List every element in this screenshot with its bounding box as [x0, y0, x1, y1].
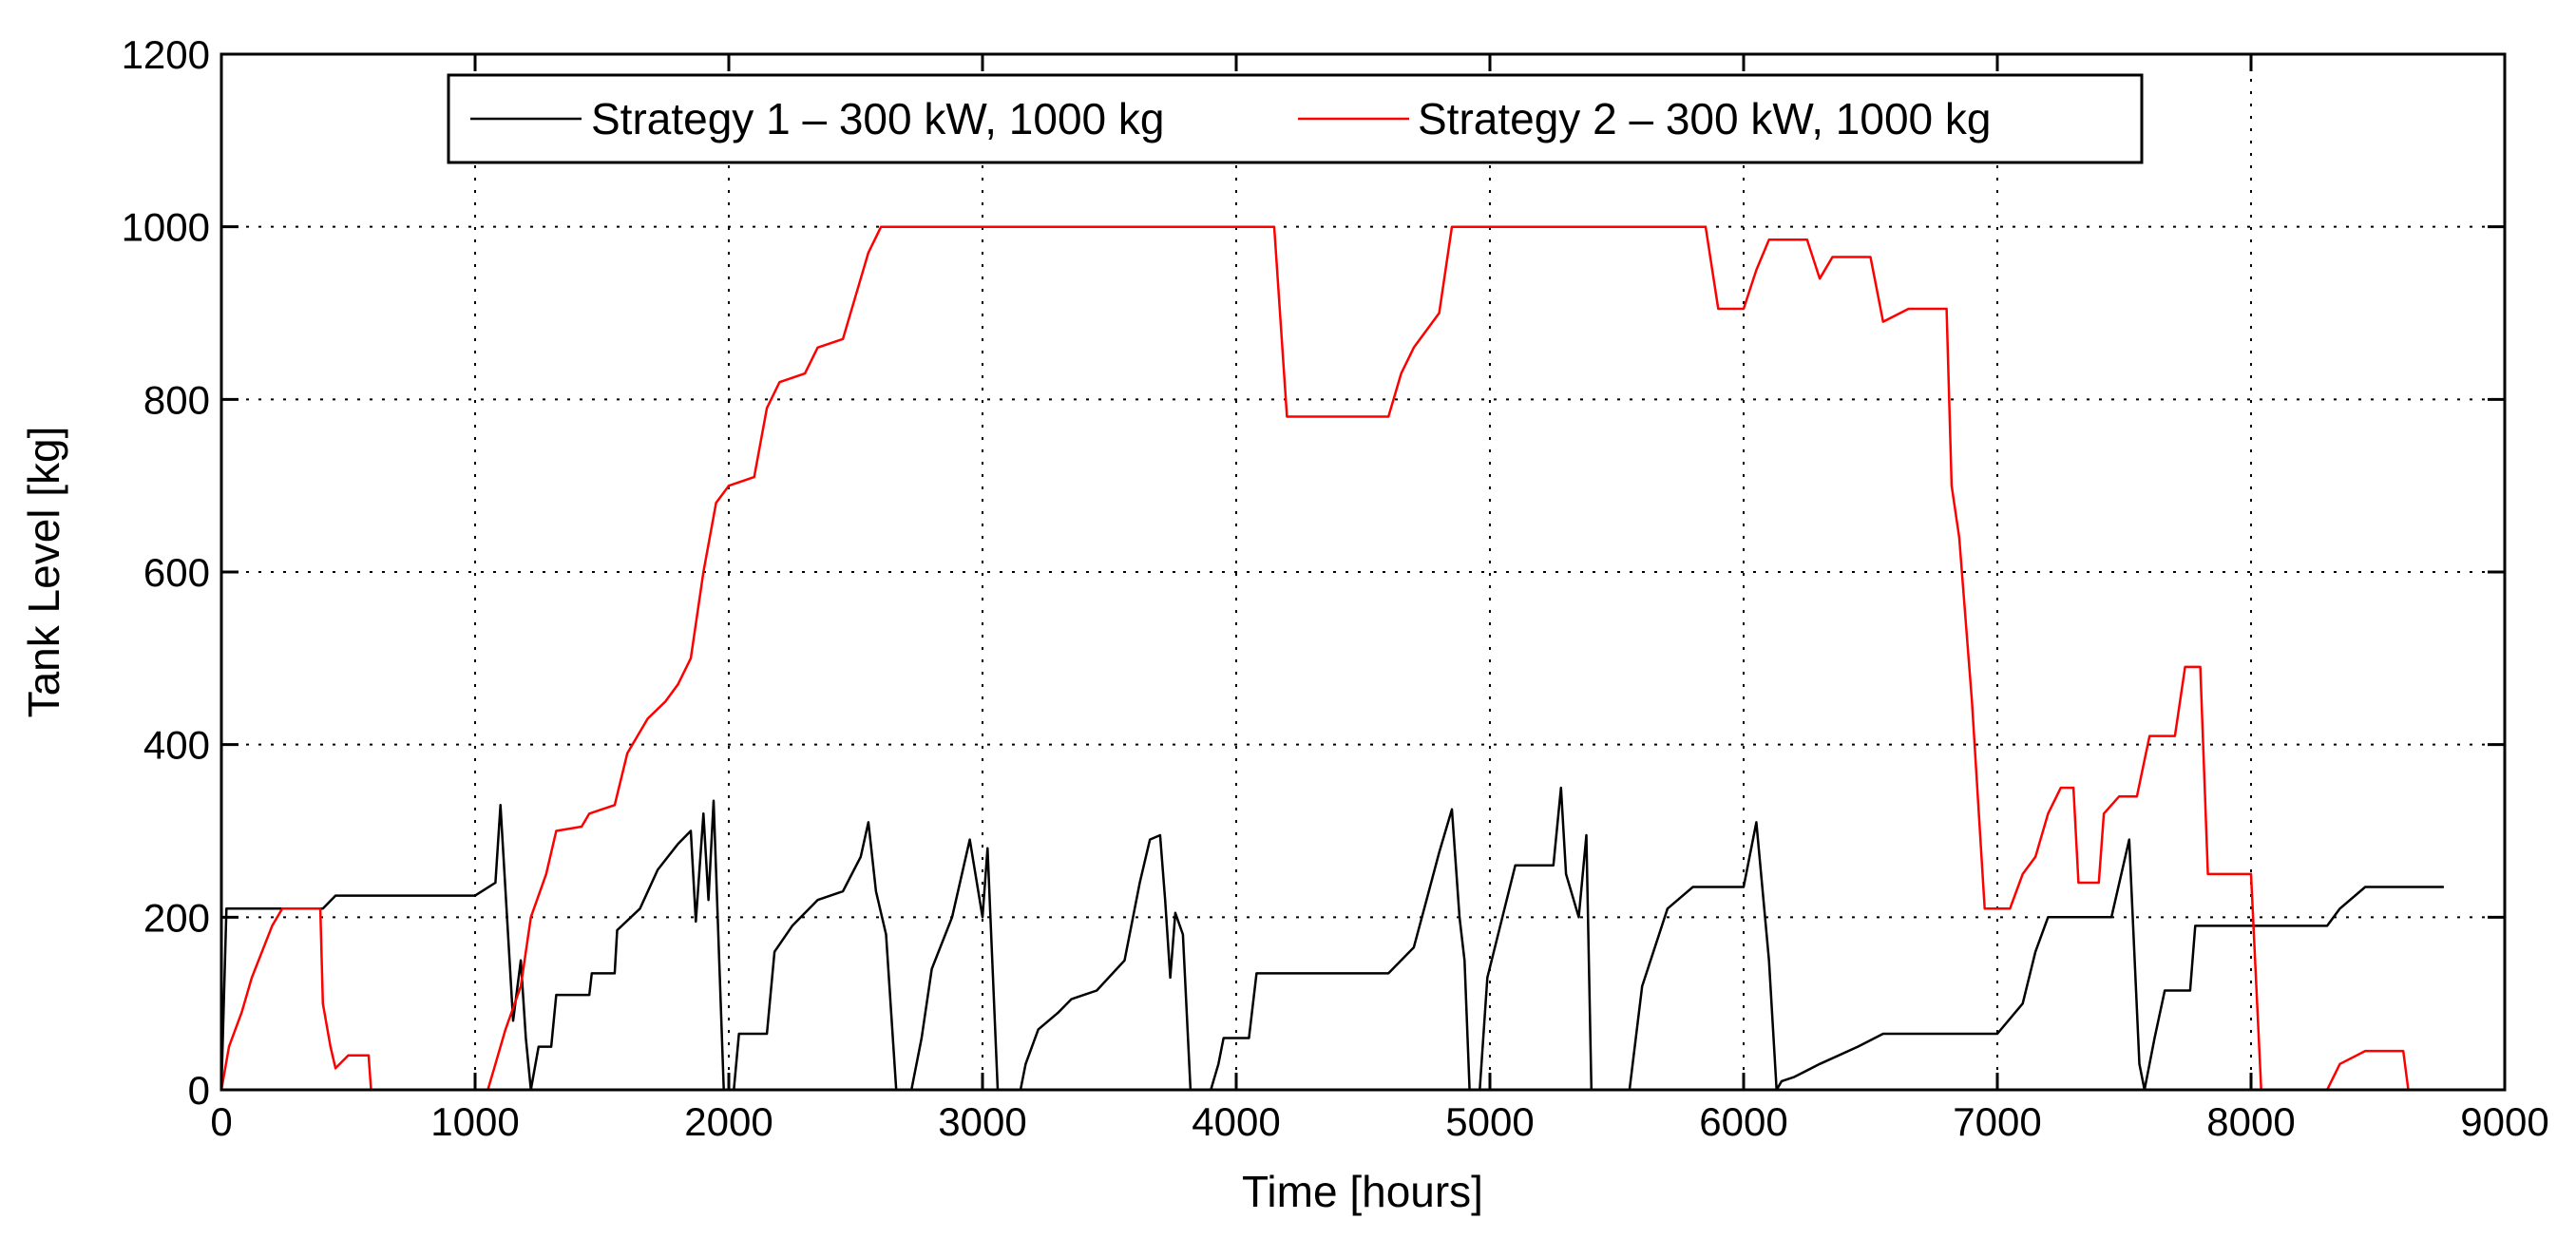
x-tick-label-4000: 4000 [1192, 1099, 1280, 1144]
x-tick-label-9000: 9000 [2460, 1099, 2548, 1144]
y-tick-label-800: 800 [143, 377, 210, 422]
y-tick-label-400: 400 [143, 723, 210, 768]
x-tick-label-6000: 6000 [1699, 1099, 1787, 1144]
x-tick-label-8000: 8000 [2206, 1099, 2295, 1144]
x-tick-label-5000: 5000 [1445, 1099, 1534, 1144]
y-tick-label-0: 0 [188, 1068, 210, 1113]
series-layer [221, 227, 2444, 1090]
x-tick-label-7000: 7000 [1953, 1099, 2041, 1144]
x-axis-label: Time [hours] [1242, 1167, 1483, 1216]
y-tick-label-200: 200 [143, 895, 210, 940]
x-tick-label-3000: 3000 [938, 1099, 1026, 1144]
x-tick-label-1000: 1000 [430, 1099, 519, 1144]
y-tick-label-1200: 1200 [122, 32, 210, 77]
axis-ticks: 0 1000 2000 3000 4000 5000 6000 7000 8000 9000 0 20… [122, 32, 2549, 1144]
x-tick-label-2000: 2000 [684, 1099, 773, 1144]
y-tick-label-600: 600 [143, 550, 210, 595]
series-line-strategy-2 [221, 227, 2444, 1090]
y-tick-label-1000: 1000 [122, 205, 210, 250]
y-axis-label: Tank Level [kg] [19, 427, 68, 718]
legend-label-strategy-1: Strategy 1 – 300 kW, 1000 kg [591, 94, 1164, 143]
grid [221, 54, 2505, 1090]
x-tick-label-0: 0 [210, 1099, 232, 1144]
legend: Strategy 1 – 300 kW, 1000 kg Strategy 2 … [448, 75, 2142, 162]
legend-label-strategy-2: Strategy 2 – 300 kW, 1000 kg [1418, 94, 1991, 143]
